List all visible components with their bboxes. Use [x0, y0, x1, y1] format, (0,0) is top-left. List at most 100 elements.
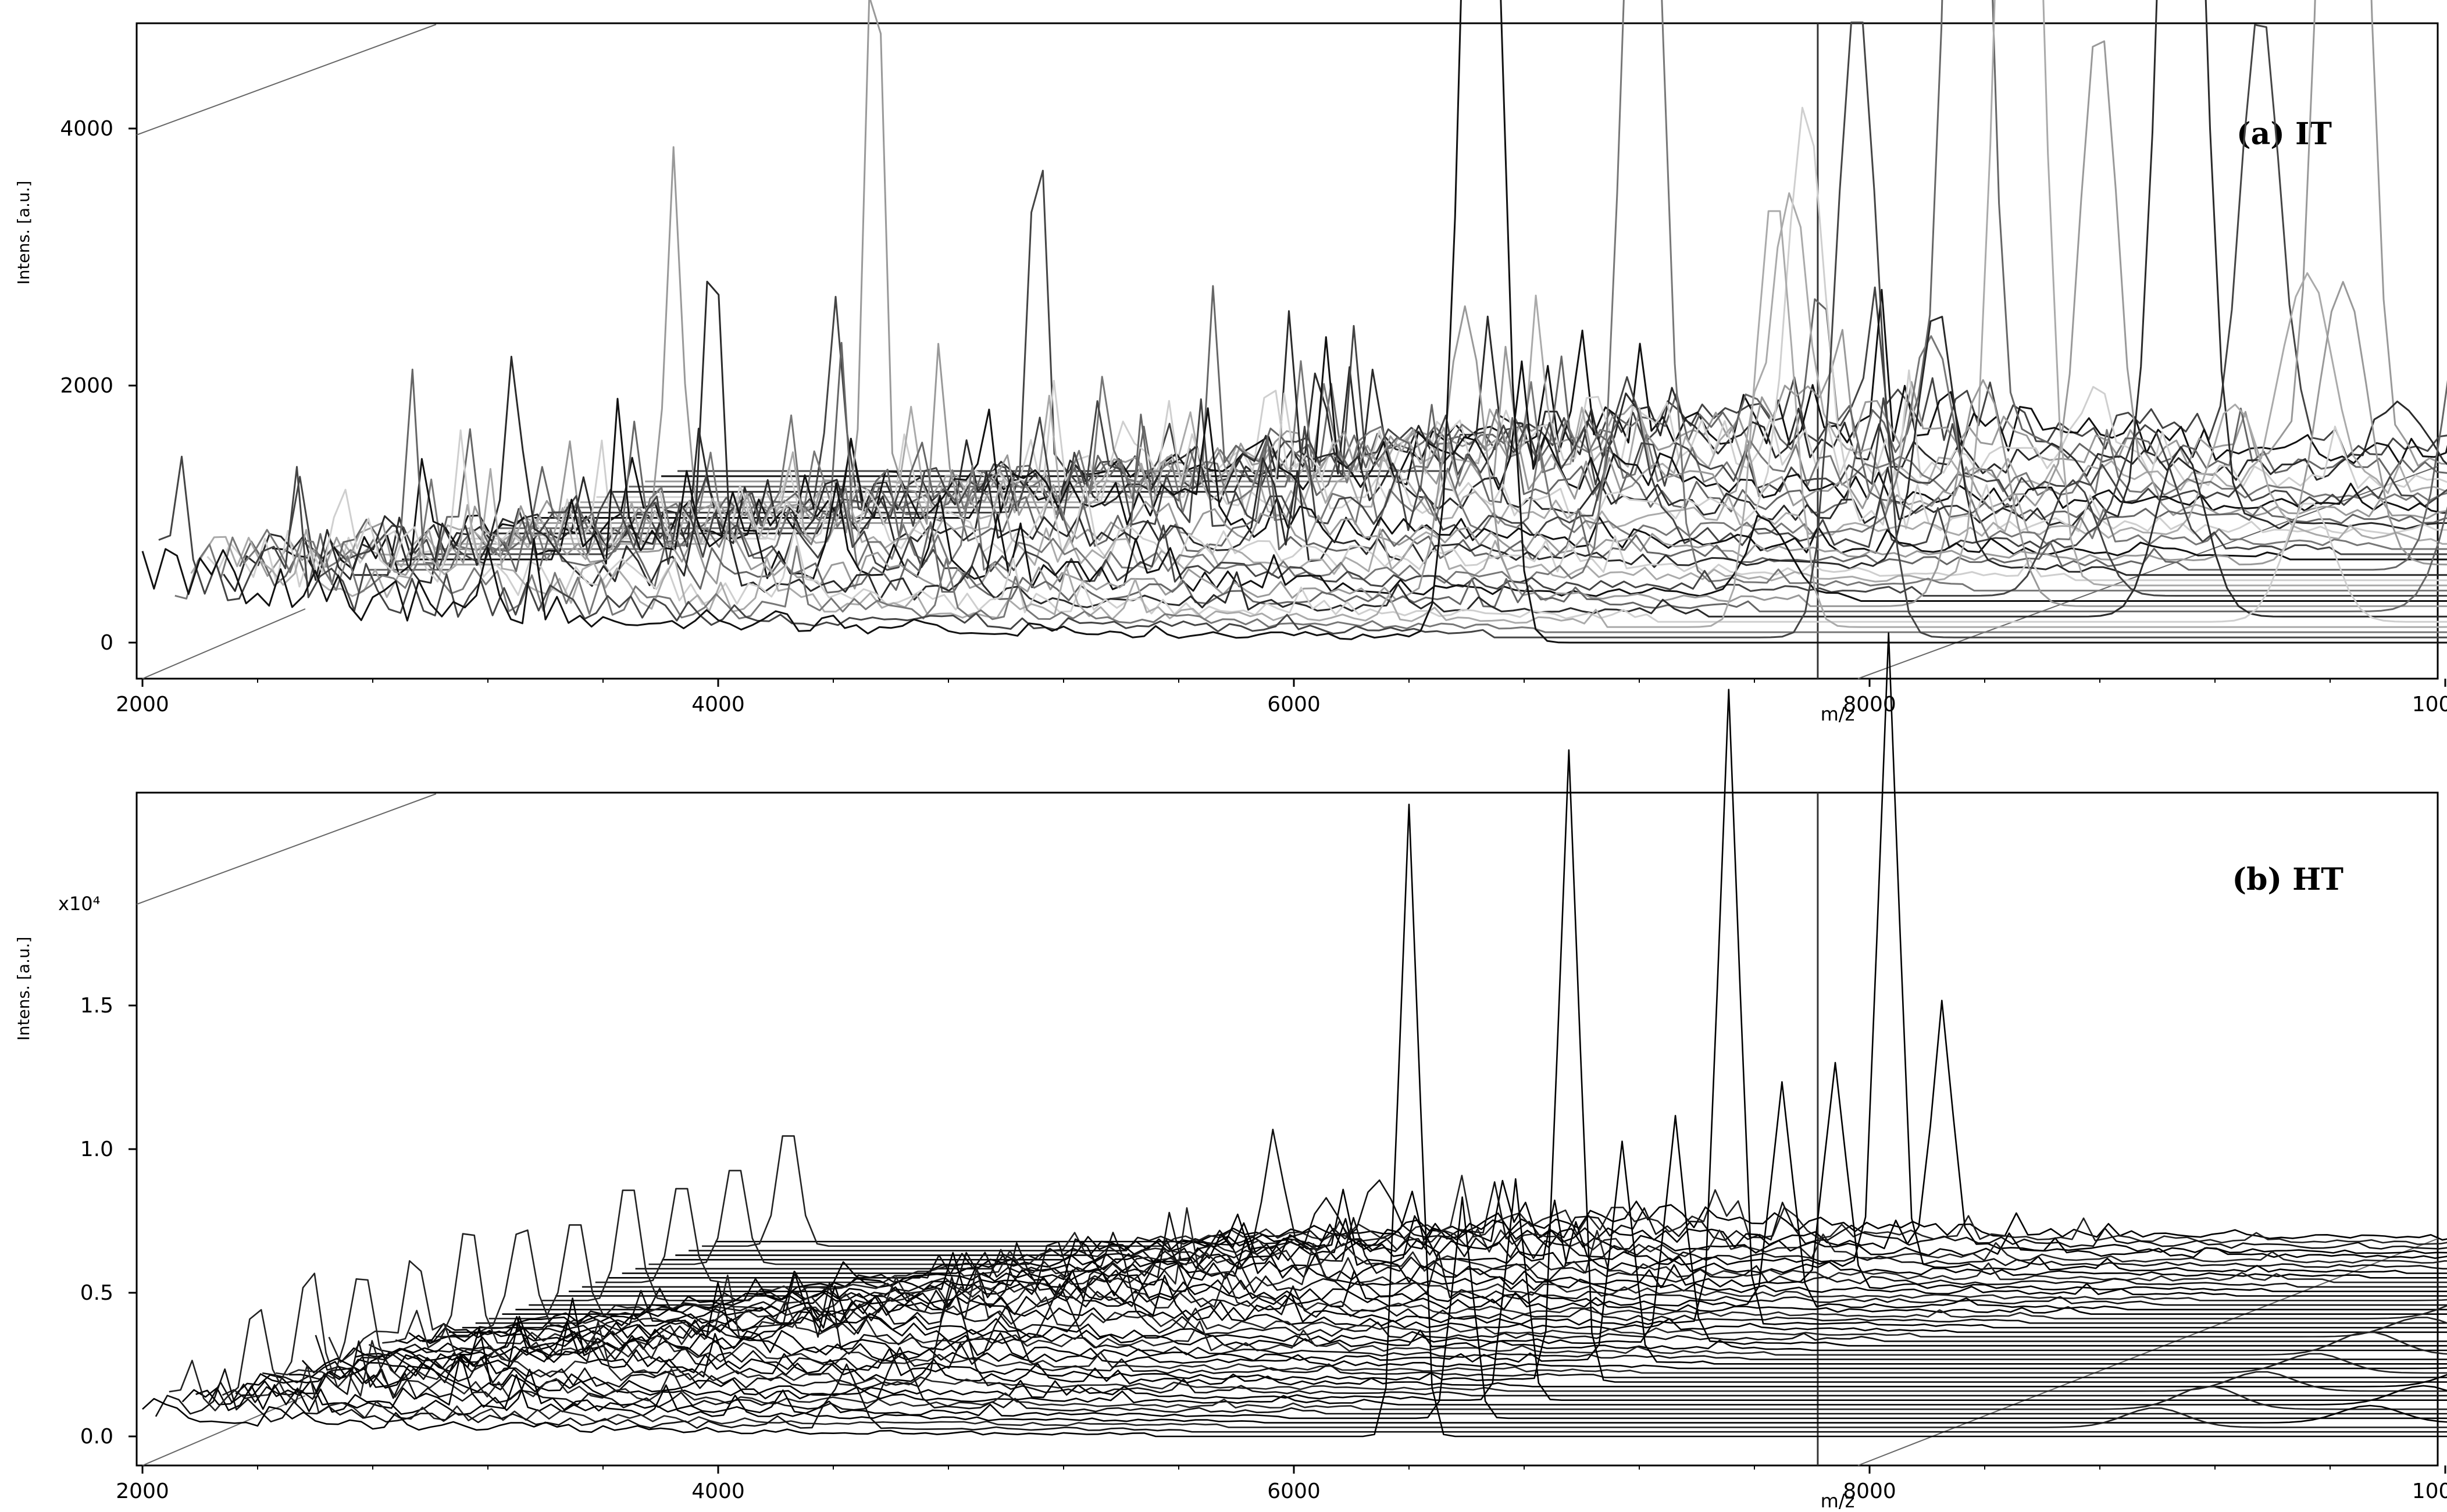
depth-guide-hidden: [137, 20, 471, 679]
x-axis-label: m/z: [1821, 703, 1855, 725]
spectrum-trace: [612, 315, 2447, 493]
x-tick-label: 4000: [691, 693, 745, 716]
y-axis-label: Intens. [a.u.]: [14, 181, 33, 285]
spectrum-trace: [422, 1232, 2447, 1342]
spectrum-trace: [515, 40, 2447, 524]
x-tick-label: 8000: [1843, 1479, 1896, 1503]
x-tick-label: 10000: [2412, 1479, 2447, 1503]
spectrum-trace: [328, 1260, 2447, 1374]
floor-guide-line: [142, 1395, 306, 1466]
spectrum-trace: [287, 476, 2447, 597]
spectrum-trace: [629, 0, 2447, 488]
spectrum-trace: [702, 1135, 2447, 1247]
x-tick-label: 10000: [2412, 693, 2447, 716]
depth-guide-line: [136, 793, 437, 905]
x-tick-label: 6000: [1267, 693, 1321, 716]
spectrum-trace: [235, 1365, 2447, 1406]
y-multiplier-label: x10⁴: [58, 893, 100, 915]
spectrum-trace: [368, 1271, 2447, 1360]
spectrum-trace: [169, 1308, 2447, 1428]
spectrum-trace: [675, 1000, 2447, 1256]
spectrum-trace: [499, 285, 2447, 529]
y-tick-label: 2000: [60, 374, 113, 398]
spectrum-trace: [448, 1270, 2447, 1333]
y-tick-label: 1.0: [80, 1137, 113, 1161]
spectrum-trace: [402, 407, 2447, 561]
spectrum-trace: [532, 336, 2447, 519]
spectrum-trace: [353, 316, 2447, 576]
spectrum-trace: [248, 1178, 2447, 1401]
spectrum-trace: [515, 1081, 2447, 1311]
spectrum-trace: [141, 0, 2447, 644]
x-tick-label: 2000: [116, 693, 169, 716]
spectrum-trace: [529, 1229, 2447, 1306]
x-tick-label: 6000: [1267, 1479, 1321, 1503]
x-axis-label: m/z: [1821, 1490, 1855, 1512]
spectrum-trace: [563, 360, 2447, 509]
spectrum-trace: [181, 1374, 2447, 1424]
y-axis-label: Intens. [a.u.]: [14, 937, 33, 1041]
spectrum-trace: [595, 1188, 2447, 1283]
spectrum-trace: [648, 1169, 2447, 1265]
panel-ht: 2000400060008000100001200014000160001800…: [14, 632, 2447, 1512]
spectrum-trace: [288, 1315, 2447, 1388]
y-tick-label: 0.5: [80, 1281, 113, 1305]
spectrum-trace: [622, 632, 2447, 1274]
spectrum-trace: [341, 1297, 2447, 1370]
spectrum-trace: [238, 368, 2447, 612]
spectrum-trace: [174, 529, 2447, 633]
spectrum-trace: [488, 1224, 2447, 1320]
panel-title: (b) HT: [2232, 862, 2344, 897]
spectrum-trace: [582, 1128, 2447, 1288]
spectrum-trace: [436, 1229, 2447, 1338]
spectrum-trace: [408, 1115, 2447, 1347]
floor-guide-line: [142, 608, 306, 679]
spectrum-trace: [190, 210, 2447, 628]
spectrum-trace: [677, 24, 2447, 472]
plot-frame: [135, 791, 2439, 1467]
spectrum-trace: [272, 398, 2447, 602]
spectrum-trace: [382, 1233, 2447, 1356]
spectrum-trace: [255, 305, 2447, 607]
spectrum-trace: [608, 1215, 2447, 1279]
panel-title: (a) IT: [2236, 116, 2332, 152]
spectrum-trace: [462, 689, 2447, 1329]
spectrum-trace: [596, 369, 2447, 498]
spectrum-trace: [223, 280, 2447, 618]
y-tick-label: 0: [100, 631, 113, 655]
spectrum-trace: [450, 394, 2447, 545]
spectrum-trace: [475, 1239, 2447, 1324]
spectrum-trace: [502, 1270, 2447, 1315]
spectrum-trace: [208, 1340, 2447, 1415]
spectrum-trace: [301, 749, 2447, 1383]
spectrum-trace: [155, 1363, 2447, 1433]
depth-guide-line: [136, 24, 437, 135]
x-tick-label: 2000: [116, 1479, 169, 1503]
y-tick-label: 0.0: [80, 1425, 113, 1449]
spectrum-trace: [275, 1278, 2447, 1392]
x-tick-label: 8000: [1843, 693, 1896, 716]
spectrum-trace: [483, 0, 2447, 534]
spectrum-trace: [635, 1197, 2447, 1269]
spectrum-trace: [466, 106, 2447, 540]
spectrum-trace: [645, 0, 2447, 483]
panel-it: 2000400060008000100001200014000160001800…: [14, 0, 2447, 725]
spectrum-trace: [395, 1282, 2447, 1351]
y-tick-label: 1.5: [80, 994, 113, 1018]
spectrum-trace: [222, 1272, 2447, 1410]
y-tick-label: 4000: [60, 117, 113, 141]
spectrum-trace: [355, 1140, 2447, 1365]
plot-frame: [135, 22, 2439, 680]
spectrum-trace: [262, 1282, 2447, 1397]
spectrum-trace: [555, 1236, 2447, 1297]
x-tick-label: 4000: [691, 1479, 745, 1503]
spectrum-trace: [315, 1304, 2447, 1378]
spectrum-trace: [195, 1196, 2447, 1420]
spectrum-trace: [569, 1062, 2447, 1292]
spectrum-trace: [142, 803, 2447, 1438]
spectrum-trace: [158, 22, 2447, 639]
spectrum-trace: [386, 0, 2447, 566]
spectrum-trace: [434, 335, 2447, 550]
spectrum-trace: [715, 1200, 2447, 1243]
